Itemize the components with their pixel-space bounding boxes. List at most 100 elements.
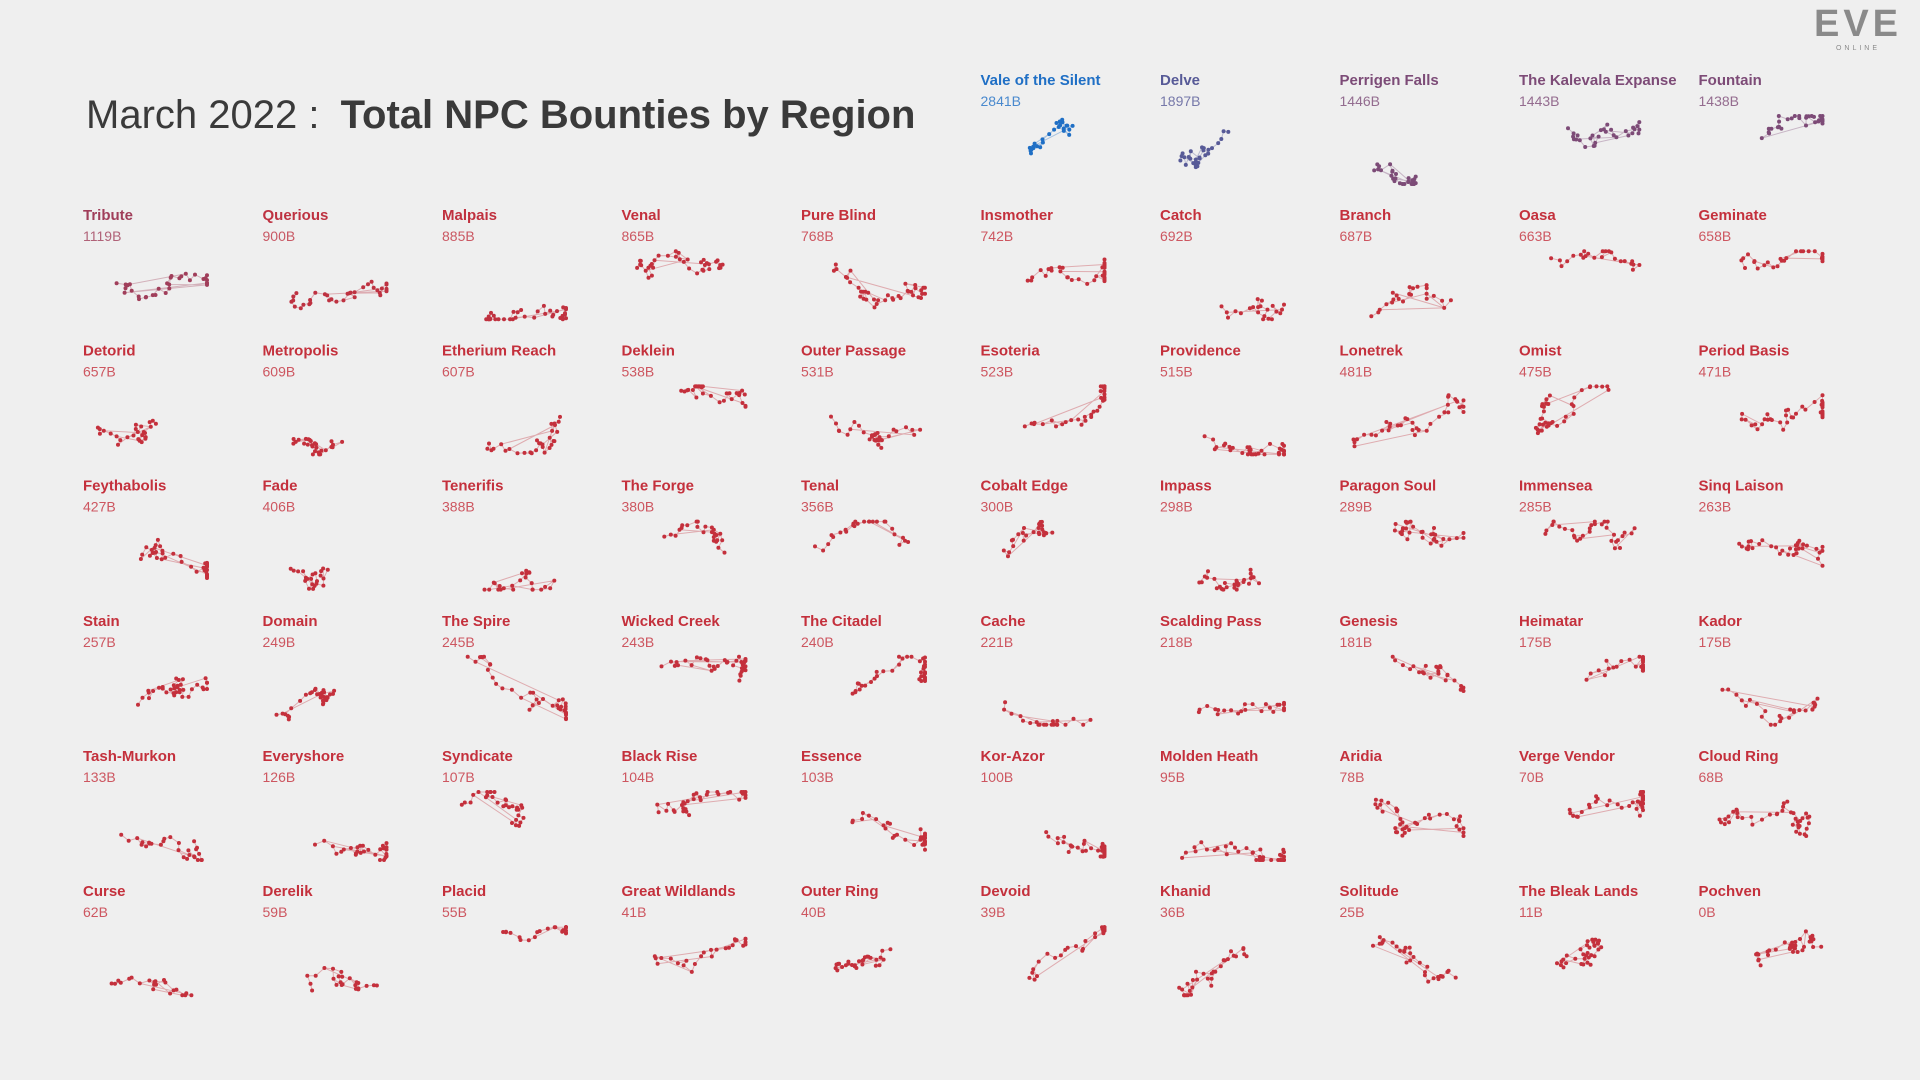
system-dot <box>1021 538 1026 543</box>
system-dot <box>709 668 714 673</box>
system-dot <box>1812 400 1817 404</box>
system-dot <box>877 963 882 968</box>
system-dot <box>178 554 183 558</box>
system-dot <box>1578 947 1583 952</box>
system-dot <box>313 449 317 454</box>
system-dot <box>150 293 155 298</box>
system-dot <box>1747 697 1752 702</box>
system-dot <box>1102 257 1107 262</box>
system-dot <box>1755 266 1760 271</box>
system-dot <box>515 451 520 456</box>
system-dot <box>1178 158 1183 163</box>
region-map <box>1178 129 1231 170</box>
system-dot <box>743 936 748 941</box>
system-dot <box>1236 849 1241 854</box>
system-dot <box>708 393 713 398</box>
system-dot <box>1411 179 1416 184</box>
system-dot <box>740 401 745 405</box>
system-dot <box>1197 155 1202 160</box>
system-dot <box>528 450 533 455</box>
region-map <box>1549 249 1642 272</box>
system-dot <box>1233 309 1238 314</box>
system-dot <box>366 847 371 852</box>
system-dot <box>327 298 332 303</box>
system-dot <box>521 815 526 820</box>
system-dot <box>881 957 886 962</box>
system-dot <box>742 392 747 397</box>
system-dot <box>169 274 174 278</box>
system-dot <box>1743 703 1748 708</box>
region-name: Tenerifis <box>442 478 503 495</box>
system-dot <box>1572 533 1576 538</box>
system-dot <box>509 687 514 692</box>
region-name: Delve <box>1160 72 1200 89</box>
region-name: Everyshore <box>263 748 345 765</box>
system-dot <box>1011 544 1016 549</box>
system-dot <box>1052 127 1057 132</box>
system-dot <box>473 659 478 664</box>
system-dot <box>143 435 148 440</box>
system-dot <box>129 975 134 980</box>
system-dot <box>690 388 695 392</box>
region-value: 300B <box>981 499 1014 515</box>
system-dot <box>519 308 524 312</box>
system-dot <box>1785 420 1790 425</box>
system-dot <box>1269 317 1274 322</box>
system-dot <box>861 430 866 435</box>
system-dot <box>492 790 497 794</box>
system-dot <box>1209 976 1214 981</box>
system-dot <box>1759 136 1764 141</box>
system-dot <box>900 656 905 661</box>
system-dot <box>174 676 179 681</box>
system-dot <box>560 697 565 702</box>
system-dot <box>1102 925 1107 930</box>
system-dot <box>1400 833 1405 838</box>
system-dot <box>1068 843 1073 848</box>
system-dot <box>1750 822 1755 827</box>
system-dot <box>1422 816 1427 821</box>
region-name: Scalding Pass <box>1160 613 1262 630</box>
system-dot <box>868 955 873 960</box>
system-dot <box>141 430 146 434</box>
system-dot <box>699 954 704 959</box>
system-dot <box>180 993 185 998</box>
system-dot <box>314 581 319 586</box>
system-dot <box>877 435 882 440</box>
system-dot <box>353 983 358 988</box>
system-dot <box>643 268 648 273</box>
system-dot <box>684 958 689 963</box>
system-dot <box>1582 956 1587 961</box>
system-dot <box>334 299 339 304</box>
system-dot <box>880 948 885 953</box>
system-dot <box>903 281 908 286</box>
system-dot <box>665 253 670 258</box>
system-dot <box>1282 302 1286 307</box>
system-dot <box>1393 522 1398 526</box>
system-dot <box>308 981 313 986</box>
system-dot <box>1598 128 1603 133</box>
system-dot <box>1082 838 1087 843</box>
system-dot <box>1239 709 1244 714</box>
system-dot <box>1759 714 1764 719</box>
system-dot <box>1749 423 1754 428</box>
system-dot <box>1042 722 1046 727</box>
system-dot <box>1803 407 1808 412</box>
system-dot <box>1352 444 1357 449</box>
system-dot <box>917 659 922 664</box>
region-value: 221B <box>981 634 1014 650</box>
system-dot <box>1622 530 1627 535</box>
system-dot <box>183 271 188 276</box>
region-map <box>1022 384 1107 429</box>
system-dot <box>724 391 729 396</box>
system-dot <box>289 299 294 304</box>
system-dot <box>1081 946 1085 951</box>
system-dot <box>1767 948 1772 953</box>
system-dot <box>1803 708 1808 713</box>
system-dot <box>920 291 925 296</box>
system-dot <box>340 982 345 987</box>
system-dot <box>192 855 197 860</box>
system-dot <box>1212 576 1217 581</box>
region-map <box>1372 162 1418 186</box>
system-dot <box>898 296 903 301</box>
system-dot <box>531 690 536 695</box>
